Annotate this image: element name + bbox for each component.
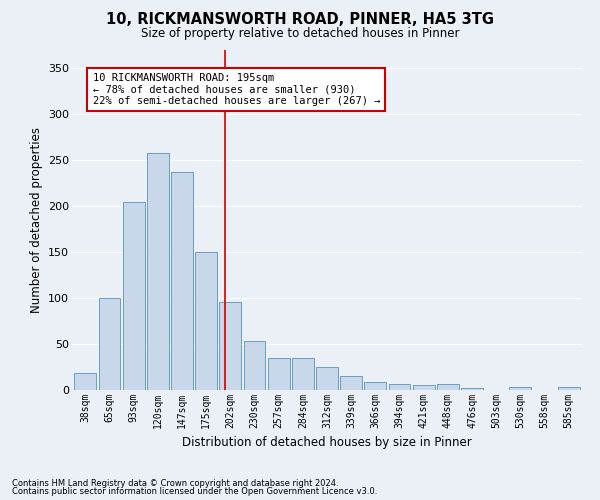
- Bar: [268, 358, 290, 390]
- Bar: [389, 384, 410, 390]
- Bar: [509, 387, 531, 390]
- Bar: [123, 202, 145, 390]
- Bar: [195, 252, 217, 390]
- Bar: [437, 384, 459, 390]
- X-axis label: Distribution of detached houses by size in Pinner: Distribution of detached houses by size …: [182, 436, 472, 450]
- Text: Contains public sector information licensed under the Open Government Licence v3: Contains public sector information licen…: [12, 487, 377, 496]
- Text: Size of property relative to detached houses in Pinner: Size of property relative to detached ho…: [141, 28, 459, 40]
- Bar: [316, 367, 338, 390]
- Bar: [461, 388, 483, 390]
- Bar: [340, 376, 362, 390]
- Bar: [147, 153, 169, 390]
- Text: 10 RICKMANSWORTH ROAD: 195sqm
← 78% of detached houses are smaller (930)
22% of : 10 RICKMANSWORTH ROAD: 195sqm ← 78% of d…: [92, 73, 380, 106]
- Y-axis label: Number of detached properties: Number of detached properties: [29, 127, 43, 313]
- Bar: [74, 374, 96, 390]
- Text: Contains HM Land Registry data © Crown copyright and database right 2024.: Contains HM Land Registry data © Crown c…: [12, 478, 338, 488]
- Bar: [220, 302, 241, 390]
- Bar: [98, 298, 121, 390]
- Bar: [364, 382, 386, 390]
- Bar: [244, 342, 265, 390]
- Bar: [558, 387, 580, 390]
- Bar: [171, 172, 193, 390]
- Text: 10, RICKMANSWORTH ROAD, PINNER, HA5 3TG: 10, RICKMANSWORTH ROAD, PINNER, HA5 3TG: [106, 12, 494, 28]
- Bar: [292, 358, 314, 390]
- Bar: [413, 386, 434, 390]
